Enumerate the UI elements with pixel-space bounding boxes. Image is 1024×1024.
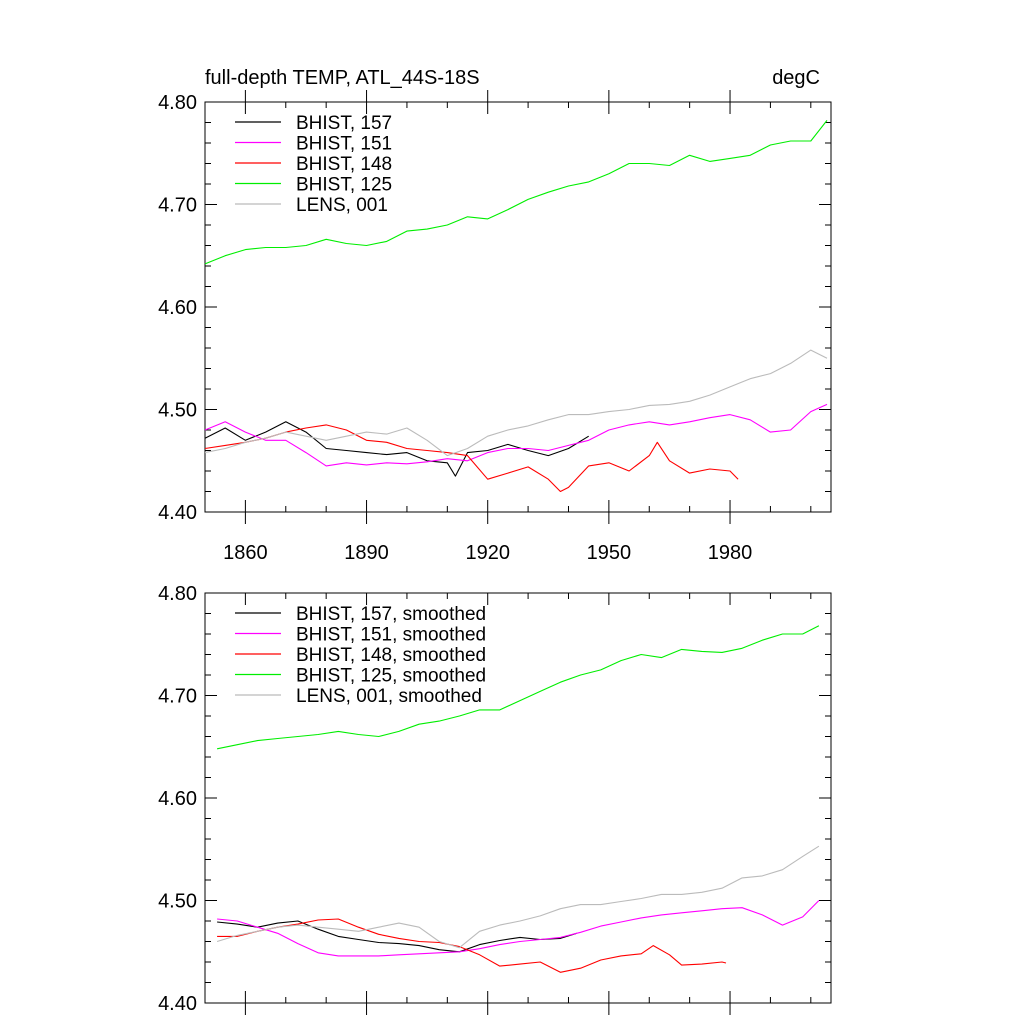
panel-smoothed: 4.40 4.50 4.60 4.70 4.80 BHIST, 157, smoothed… xyxy=(158,583,832,1015)
legend-label: BHIST, 125, smoothed xyxy=(296,666,486,687)
panel-raw: full-depth TEMP, ATL_44S-18S degC 4.40 4.… xyxy=(158,67,832,564)
legend-label: LENS, 001, smoothed xyxy=(296,686,482,707)
legend-label: BHIST, 151 xyxy=(296,134,392,155)
y-tick-label: 4.40 xyxy=(158,502,197,524)
y-tick-label: 4.40 xyxy=(158,993,197,1015)
units-label: degC xyxy=(772,67,820,89)
x-tick-label: 1980 xyxy=(708,542,753,564)
legend-label: BHIST, 151, smoothed xyxy=(296,625,486,646)
legend-label: LENS, 001 xyxy=(296,195,388,216)
series-line xyxy=(204,120,828,265)
legend-label: BHIST, 157 xyxy=(296,113,392,134)
series-line xyxy=(217,920,577,953)
y-tick-label: 4.50 xyxy=(158,400,197,422)
series-line xyxy=(204,349,828,457)
y-tick-label: 4.70 xyxy=(158,686,197,708)
legend-label: BHIST, 157, smoothed xyxy=(296,604,486,625)
chart-title: full-depth TEMP, ATL_44S-18S xyxy=(205,67,480,89)
x-tick-label: 1890 xyxy=(344,542,389,564)
legend-label: BHIST, 148, smoothed xyxy=(296,645,486,666)
series-line xyxy=(216,845,820,949)
legend-label: BHIST, 148 xyxy=(296,154,392,175)
y-tick-label: 4.60 xyxy=(158,297,197,319)
y-tick-label: 4.50 xyxy=(158,891,197,913)
y-tick-label: 4.60 xyxy=(158,788,197,810)
series-line xyxy=(216,625,820,750)
series-line xyxy=(204,424,739,493)
x-tick-label: 1920 xyxy=(465,542,510,564)
x-tick-label: 1950 xyxy=(587,542,632,564)
y-tick-label: 4.80 xyxy=(158,583,197,605)
legend-label: BHIST, 125 xyxy=(296,175,392,196)
y-tick-label: 4.80 xyxy=(158,92,197,114)
series-line xyxy=(204,403,828,467)
series-line xyxy=(217,918,727,973)
y-tick-label: 4.70 xyxy=(158,195,197,217)
series-line xyxy=(217,900,820,957)
x-tick-label: 1860 xyxy=(223,542,268,564)
